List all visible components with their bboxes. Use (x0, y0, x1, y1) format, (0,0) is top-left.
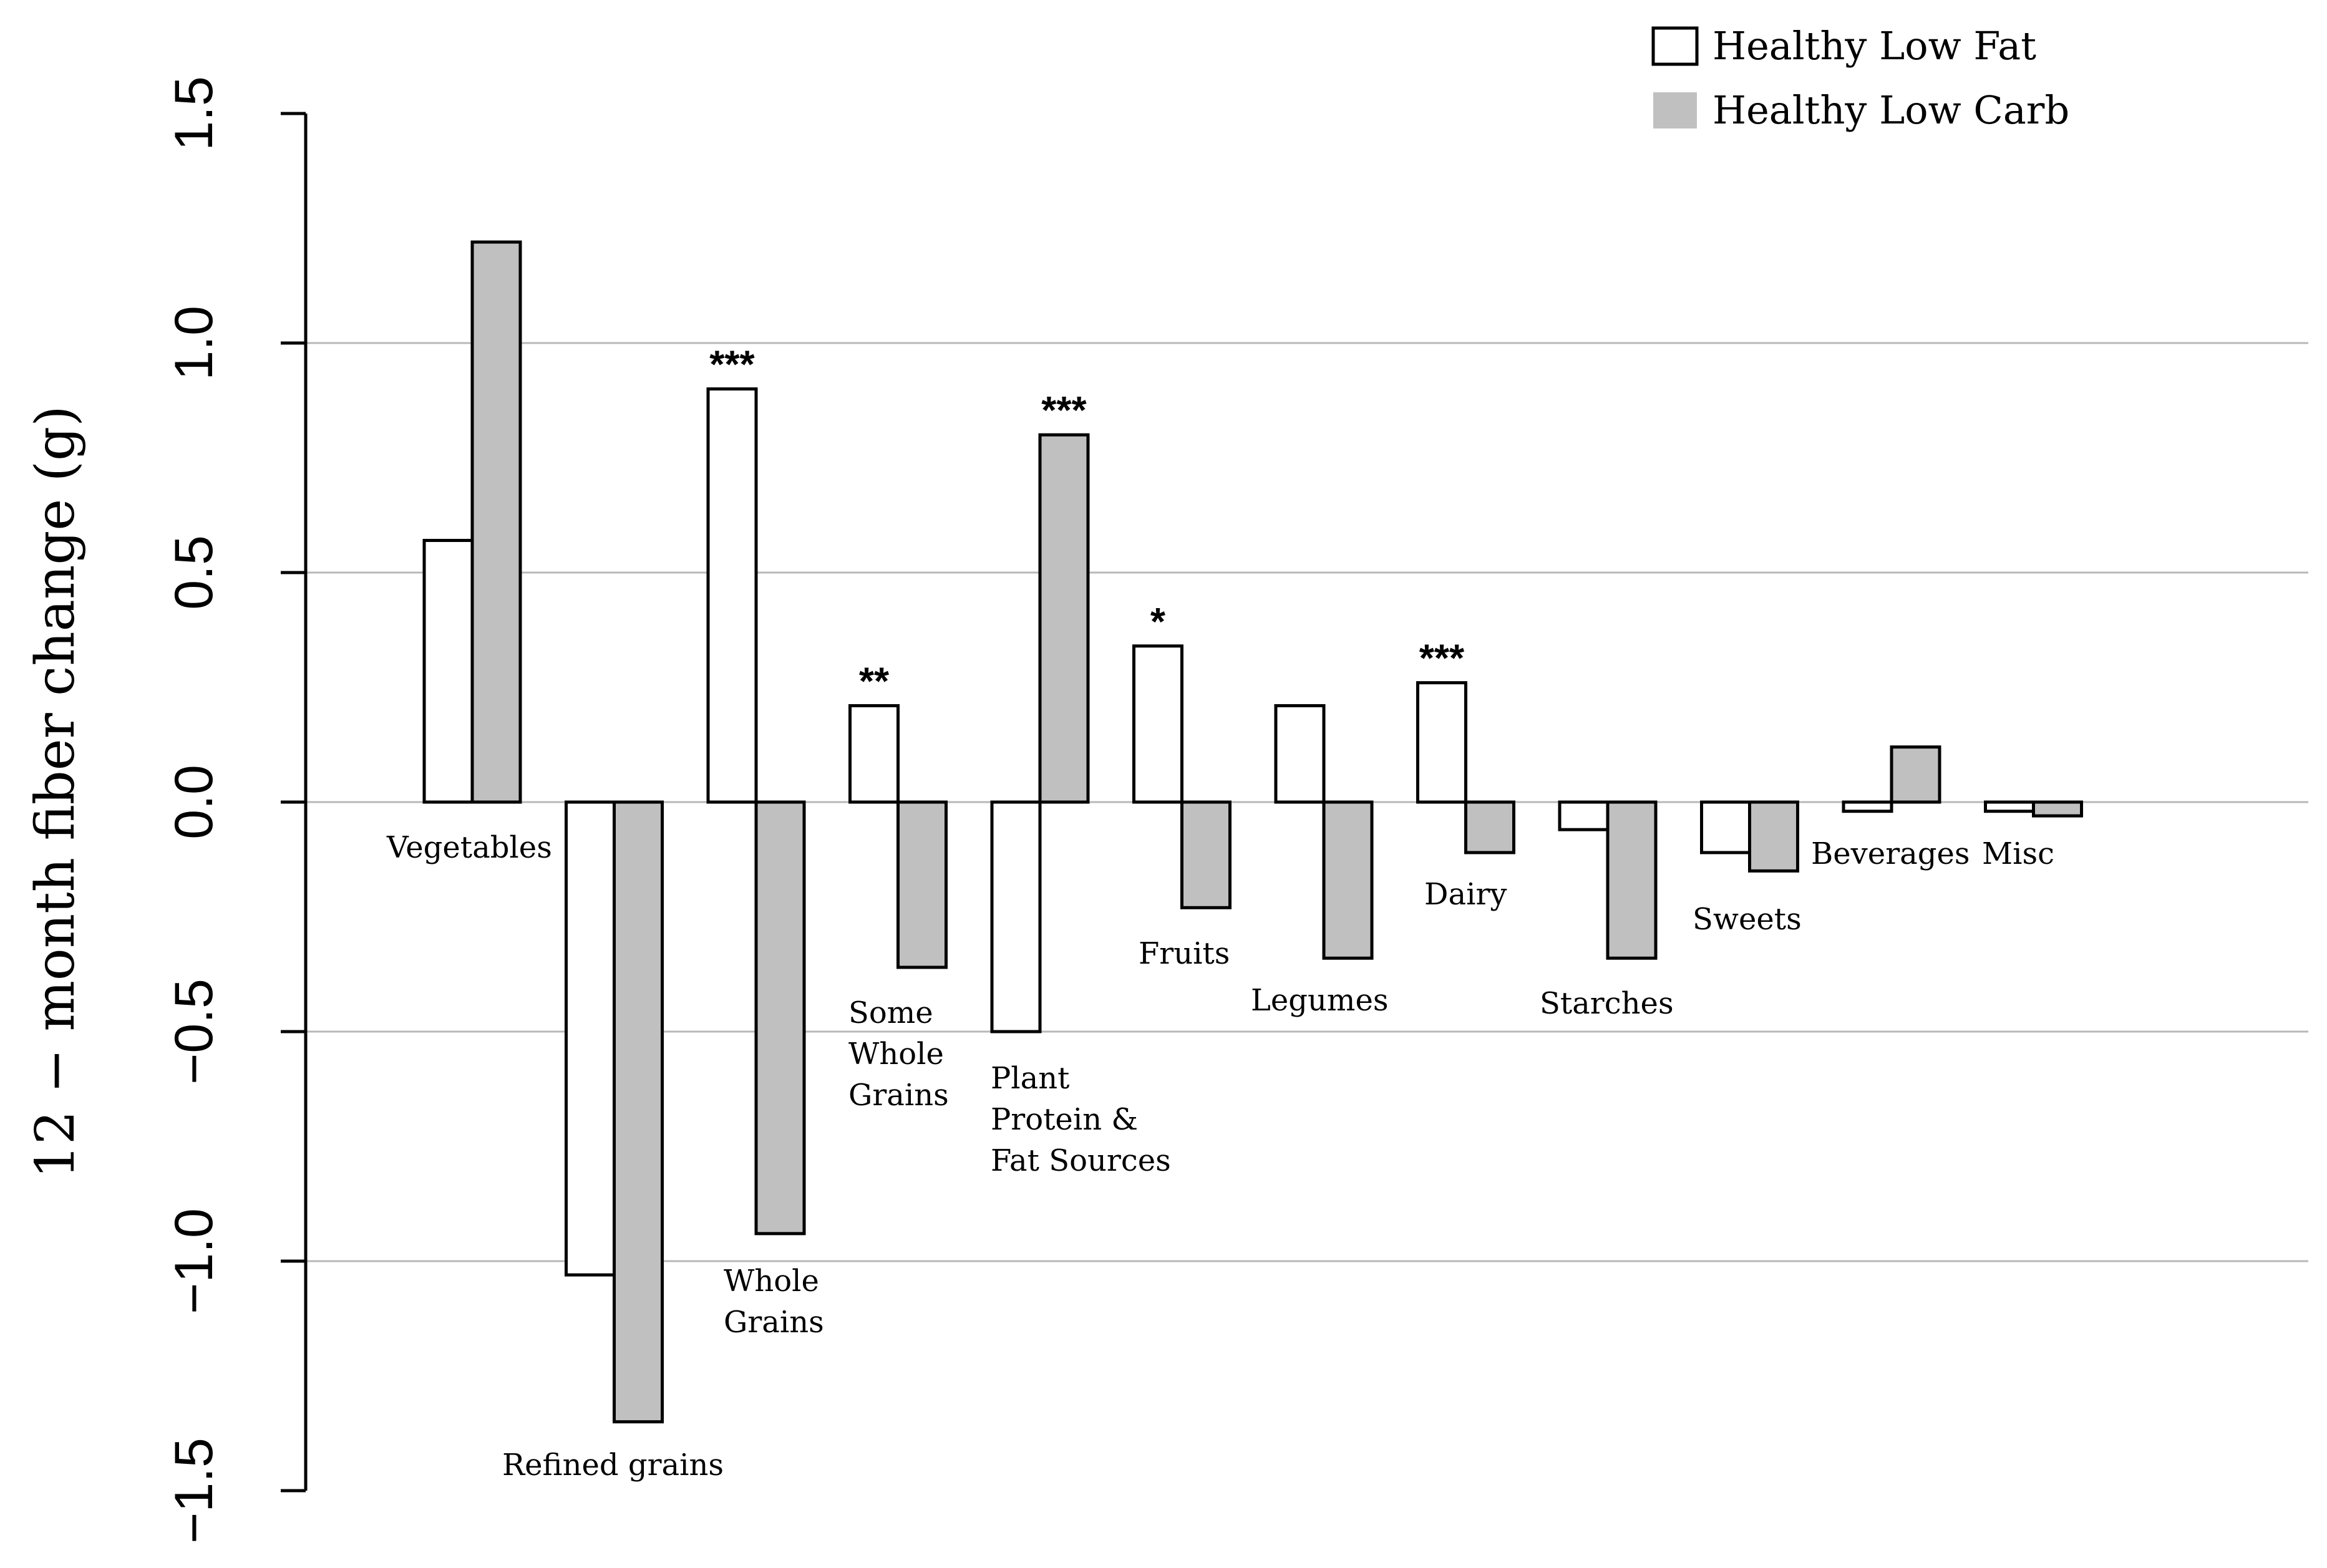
bar-low-fat-beverages (1842, 800, 1893, 813)
category-label-line: Sweets (1693, 902, 1802, 937)
x-category-label: Misc (1982, 836, 2054, 871)
bar-low-carb-misc (2032, 800, 2083, 818)
category-label-line: Vegetables (386, 830, 552, 865)
significance-marker: ** (859, 660, 890, 703)
bar-low-fat-fruits (1132, 644, 1183, 804)
x-category-label: Whole Grains (724, 1264, 824, 1340)
bar-low-carb-vegetables (470, 240, 522, 804)
bar-low-fat-refined-grains (565, 800, 616, 1277)
significance-marker: * (1150, 601, 1166, 644)
y-tick-label: −1.5 (164, 1438, 224, 1544)
x-category-label: Fruits (1139, 936, 1230, 971)
significance-marker: *** (709, 344, 755, 387)
bar-low-carb-fruits (1180, 800, 1232, 909)
category-label-line: Whole (724, 1264, 819, 1299)
category-label-line: Misc (1982, 836, 2054, 871)
bar-low-fat-plant-protein-fat-sources (990, 800, 1042, 1033)
bar-low-fat-vegetables (422, 538, 474, 804)
legend-label: Healthy Low Carb (1712, 87, 2069, 133)
x-category-label: Dairy (1424, 877, 1507, 912)
significance-marker: *** (1419, 637, 1465, 680)
y-tick-label: 1.5 (164, 76, 224, 151)
category-label-line: Fat Sources (991, 1143, 1171, 1178)
bar-low-carb-beverages (1890, 745, 1941, 804)
bar-low-carb-some-whole-grains (896, 800, 948, 969)
y-tick-label: 0.5 (164, 535, 224, 610)
category-label-line: Beverages (1811, 836, 1970, 871)
x-category-label: Legumes (1251, 983, 1388, 1018)
bar-low-fat-dairy (1416, 681, 1467, 804)
x-category-label: Plant Protein & Fat Sources (991, 1061, 1171, 1178)
category-label-line: Legumes (1251, 983, 1388, 1018)
category-label-line: Whole (848, 1037, 944, 1072)
bar-low-fat-some-whole-grains (848, 704, 900, 804)
category-label-line: Grains (724, 1305, 824, 1340)
category-label-line: Dairy (1424, 877, 1507, 912)
y-tick-label: 1.0 (164, 306, 224, 380)
x-category-label: Sweets (1693, 902, 1802, 937)
y-tick-label: −0.5 (164, 979, 224, 1085)
bar-low-carb-dairy (1464, 800, 1515, 854)
category-label-line: Some (848, 995, 933, 1030)
y-tick-label: −1.0 (164, 1208, 224, 1314)
bar-low-fat-legumes (1274, 704, 1326, 804)
category-label-line: Starches (1540, 986, 1674, 1021)
bar-low-fat-sweets (1700, 800, 1751, 854)
legend-swatch (1651, 26, 1699, 66)
legend-label: Healthy Low Fat (1712, 23, 2036, 69)
legend: Healthy Low Fat Healthy Low Carb (1651, 23, 2069, 133)
bar-low-carb-whole-grains (754, 800, 806, 1236)
category-label-line: Plant (991, 1061, 1069, 1096)
x-category-label: Starches (1540, 986, 1674, 1021)
x-category-label: Some Whole Grains (848, 995, 949, 1113)
significance-markers: ************ (709, 344, 1465, 704)
x-category-label: Beverages (1811, 836, 1970, 871)
category-labels: Vegetables Refined grains Whole Grains Some W… (386, 830, 2054, 1483)
bar-low-carb-legumes (1322, 800, 1374, 960)
category-label-line: Fruits (1139, 936, 1230, 971)
legend-swatch (1653, 92, 1697, 128)
bar-low-carb-starches (1606, 800, 1658, 960)
bar-low-carb-sweets (1748, 800, 1799, 873)
bar-low-fat-starches (1558, 800, 1610, 831)
category-label-line: Grains (848, 1078, 949, 1113)
bar-low-carb-plant-protein-fat-sources (1038, 433, 1090, 804)
significance-marker: *** (1041, 389, 1087, 432)
bar-low-fat-misc (1984, 800, 2035, 813)
category-label-line: Protein & (991, 1102, 1138, 1137)
category-label-line: Refined grains (502, 1448, 724, 1483)
bar-low-fat-whole-grains (706, 387, 758, 804)
x-category-label: Vegetables (386, 830, 552, 865)
y-axis-title: 12 − month fiber change (g) (24, 405, 87, 1179)
x-category-label: Refined grains (502, 1448, 724, 1483)
bars (422, 240, 2083, 1424)
y-axis: −1.5 −1.0 −0.5 0.0 0.5 1.0 1.5 (164, 76, 308, 1544)
bar-low-carb-refined-grains (613, 800, 664, 1424)
y-tick-label: 0.0 (164, 765, 224, 840)
